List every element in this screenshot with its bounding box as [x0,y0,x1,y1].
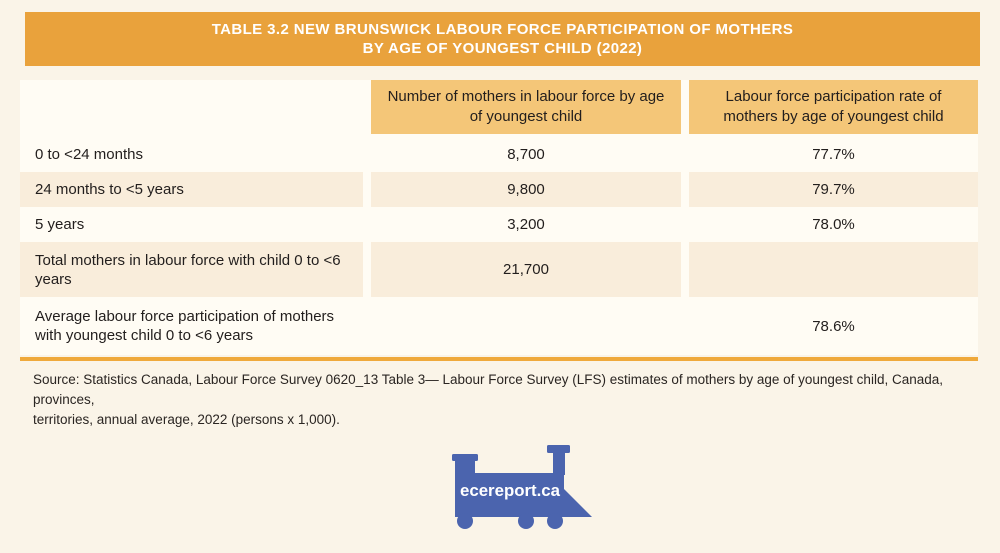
table-row-total: Total mothers in labour force with child… [20,242,978,297]
number-cell: 3,200 [507,216,545,233]
logo-text: ecereport.ca [460,482,561,500]
train-icon: ecereport.ca [452,445,592,529]
source-note: Source: Statistics Canada, Labour Force … [33,370,978,430]
ecereport-logo: ecereport.ca [452,445,592,533]
table-title-line2: BY AGE OF YOUNGEST CHILD (2022) [362,40,643,57]
header-spacer-cell [20,80,363,134]
number-cell: 21,700 [371,242,681,297]
number-cell: 9,800 [371,172,681,207]
table-title-banner: TABLE 3.2 NEW BRUNSWICK LABOUR FORCE PAR… [25,12,980,66]
data-table: Number of mothers in labour force by age… [20,80,978,355]
header-number-column: Number of mothers in labour force by age… [371,80,681,134]
table-row-0-24-months: 0 to <24 months 8,700 77.7% [20,137,978,172]
rate-cell [689,242,978,297]
row-label: Total mothers in labour force with child… [20,242,363,297]
number-cell [371,297,681,355]
row-label: 0 to <24 months [35,146,143,163]
table-row-24m-5y: 24 months to <5 years 9,800 79.7% [20,172,978,207]
row-label: 24 months to <5 years [20,172,363,207]
row-label: Average labour force participation of mo… [35,308,335,344]
source-line2: territories, annual average, 2022 (perso… [33,412,340,427]
source-line1: Source: Statistics Canada, Labour Force … [33,372,943,407]
table-row-average: Average labour force participation of mo… [20,297,978,355]
header-rate-column: Labour force participation rate of mothe… [689,80,978,134]
divider-rule [20,357,978,361]
rate-cell: 79.7% [689,172,978,207]
rate-cell: 78.6% [812,317,855,335]
row-label: 5 years [35,216,85,233]
table-row-5-years: 5 years 3,200 78.0% [20,207,978,242]
rate-cell: 78.0% [812,216,855,233]
rate-cell: 77.7% [812,146,855,163]
table-header-row: Number of mothers in labour force by age… [20,80,978,134]
table-title-line1: TABLE 3.2 NEW BRUNSWICK LABOUR FORCE PAR… [211,21,794,38]
number-cell: 8,700 [507,146,545,163]
